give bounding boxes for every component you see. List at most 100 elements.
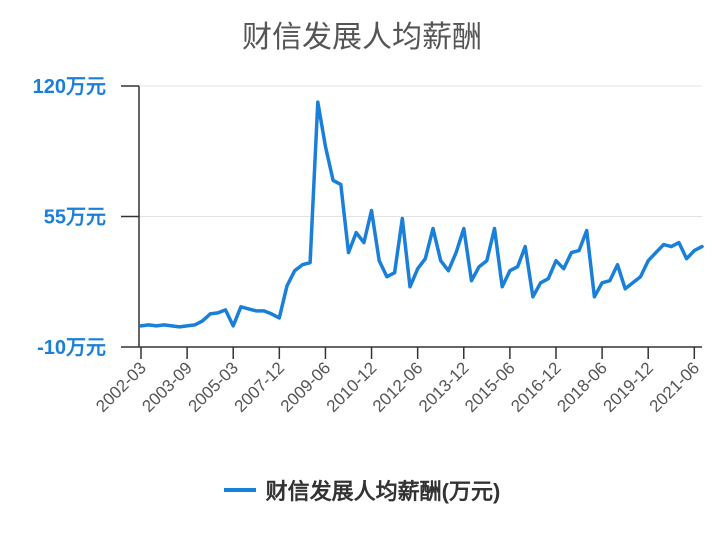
x-tick-label: 2021-06 <box>646 358 704 416</box>
data-point[interactable] <box>577 249 581 253</box>
data-point[interactable] <box>631 281 635 285</box>
x-tick-label: 2003-09 <box>138 358 196 416</box>
data-point[interactable] <box>639 275 643 279</box>
legend-label: 财信发展人均薪酬(万元) <box>265 479 501 504</box>
grid-lines <box>139 85 702 217</box>
data-point[interactable] <box>170 324 174 328</box>
x-tick-label: 2015-06 <box>461 358 519 416</box>
data-point[interactable] <box>554 259 558 263</box>
data-point[interactable] <box>493 227 497 231</box>
data-point[interactable] <box>185 324 189 328</box>
x-tick-label: 2018-06 <box>553 358 611 416</box>
data-point[interactable] <box>308 261 312 265</box>
data-point[interactable] <box>608 279 612 283</box>
data-point[interactable] <box>469 279 473 283</box>
data-point[interactable] <box>585 229 589 233</box>
data-point[interactable] <box>277 316 281 320</box>
data-point[interactable] <box>208 312 212 316</box>
data-point[interactable] <box>370 208 374 212</box>
x-tick-label: 2002-03 <box>92 358 150 416</box>
y-tick-label: 120万元 <box>33 76 106 98</box>
data-point[interactable] <box>262 309 266 313</box>
y-axis-ticks: 120万元 55万元 -10万元 <box>33 76 139 359</box>
data-point[interactable] <box>431 227 435 231</box>
data-point[interactable] <box>516 265 520 269</box>
x-tick-label: 2013-12 <box>415 358 473 416</box>
y-tick-label: 55万元 <box>44 207 106 229</box>
data-point[interactable] <box>377 259 381 263</box>
series-layer <box>139 100 704 329</box>
data-point[interactable] <box>254 309 258 313</box>
data-point[interactable] <box>500 285 504 289</box>
data-point[interactable] <box>200 319 204 323</box>
x-tick-label: 2005-03 <box>184 358 242 416</box>
data-point[interactable] <box>362 241 366 245</box>
data-point[interactable] <box>346 251 350 255</box>
data-point[interactable] <box>393 271 397 275</box>
data-point[interactable] <box>331 178 335 182</box>
data-point[interactable] <box>216 311 220 315</box>
x-tick-label: 2010-12 <box>323 358 381 416</box>
data-point[interactable] <box>654 251 658 255</box>
data-point[interactable] <box>247 307 251 311</box>
data-point[interactable] <box>454 251 458 255</box>
data-point[interactable] <box>439 259 443 263</box>
series-line[interactable] <box>139 100 704 329</box>
legend[interactable]: 财信发展人均薪酬(万元) <box>0 474 724 506</box>
data-point[interactable] <box>147 323 151 327</box>
data-point[interactable] <box>416 267 420 271</box>
data-point[interactable] <box>177 325 181 329</box>
data-point[interactable] <box>462 227 466 231</box>
data-point[interactable] <box>300 263 304 267</box>
x-tick-label: 2016-12 <box>507 358 565 416</box>
data-point[interactable] <box>224 308 228 312</box>
data-point[interactable] <box>423 257 427 261</box>
x-tick-label: 2009-06 <box>277 358 335 416</box>
data-point[interactable] <box>692 249 696 253</box>
data-point[interactable] <box>154 324 158 328</box>
data-point[interactable] <box>623 287 627 291</box>
data-point[interactable] <box>477 265 481 269</box>
data-point[interactable] <box>592 295 596 299</box>
data-point[interactable] <box>615 263 619 267</box>
data-point[interactable] <box>600 281 604 285</box>
legend-swatch <box>223 488 256 492</box>
data-point[interactable] <box>231 324 235 328</box>
data-point[interactable] <box>562 267 566 271</box>
data-point[interactable] <box>662 243 666 247</box>
data-point[interactable] <box>339 182 343 186</box>
data-point[interactable] <box>508 269 512 273</box>
data-point[interactable] <box>239 305 243 309</box>
data-point[interactable] <box>316 100 320 104</box>
data-point[interactable] <box>323 144 327 148</box>
data-point[interactable] <box>193 323 197 327</box>
data-point[interactable] <box>139 324 143 328</box>
data-point[interactable] <box>446 269 450 273</box>
data-point[interactable] <box>700 245 704 249</box>
x-axis-ticks: 2002-032003-092005-032007-122009-062010-… <box>92 347 703 416</box>
data-point[interactable] <box>669 245 673 249</box>
x-tick-label: 2012-06 <box>369 358 427 416</box>
data-point[interactable] <box>408 285 412 289</box>
data-point[interactable] <box>270 312 274 316</box>
x-tick-label: 2007-12 <box>231 358 289 416</box>
data-point[interactable] <box>646 259 650 263</box>
data-point[interactable] <box>400 217 404 221</box>
data-point[interactable] <box>485 259 489 263</box>
data-point[interactable] <box>546 277 550 281</box>
y-tick-label: -10万元 <box>37 337 106 359</box>
data-point[interactable] <box>523 245 527 249</box>
data-point[interactable] <box>385 275 389 279</box>
chart-title: 财信发展人均薪酬 <box>242 21 482 54</box>
x-tick-label: 2019-12 <box>599 358 657 416</box>
data-point[interactable] <box>531 295 535 299</box>
data-point[interactable] <box>685 257 689 261</box>
data-point[interactable] <box>677 241 681 245</box>
data-point[interactable] <box>539 281 543 285</box>
data-point[interactable] <box>569 251 573 255</box>
data-point[interactable] <box>162 323 166 327</box>
data-point[interactable] <box>285 284 289 288</box>
data-point[interactable] <box>354 231 358 235</box>
data-point[interactable] <box>293 269 297 273</box>
